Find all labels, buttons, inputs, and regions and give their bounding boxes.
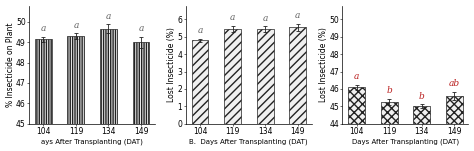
Bar [413, 106, 430, 151]
Text: b: b [386, 86, 392, 95]
Bar [446, 96, 463, 151]
Y-axis label: Lost Insecticide (%): Lost Insecticide (%) [167, 27, 176, 102]
Y-axis label: % Insecticide on Plant: % Insecticide on Plant [6, 22, 15, 107]
Text: a: a [73, 21, 79, 29]
Bar [100, 29, 117, 151]
Text: a: a [263, 14, 268, 23]
Text: a: a [106, 12, 111, 21]
Text: a: a [197, 26, 203, 35]
Text: a: a [230, 13, 235, 22]
Text: a: a [295, 11, 301, 20]
Bar [35, 39, 52, 151]
Bar [224, 29, 241, 124]
X-axis label: B.  Days After Transplanting (DAT): B. Days After Transplanting (DAT) [190, 139, 308, 145]
Text: a: a [354, 72, 359, 81]
Bar [289, 27, 306, 124]
X-axis label: ays After Transplanting (DAT): ays After Transplanting (DAT) [41, 139, 143, 145]
Text: a: a [138, 24, 144, 33]
Text: b: b [419, 92, 425, 101]
Bar [191, 40, 209, 124]
Y-axis label: Lost Insecticide (%): Lost Insecticide (%) [319, 27, 328, 102]
Bar [256, 29, 273, 124]
Bar [133, 42, 149, 151]
Text: a: a [41, 24, 46, 33]
X-axis label: Days After Transplanting (DAT): Days After Transplanting (DAT) [352, 139, 459, 145]
Bar [67, 36, 84, 151]
Bar [348, 87, 365, 151]
Text: ab: ab [449, 79, 460, 88]
Bar [381, 102, 398, 151]
